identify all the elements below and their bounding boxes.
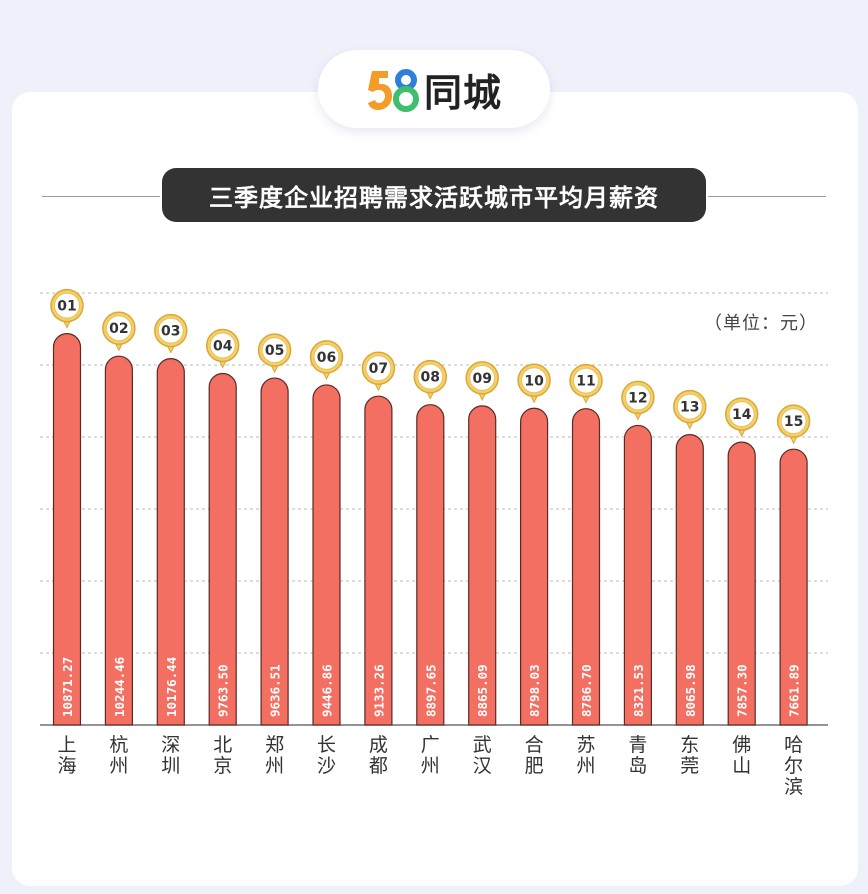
- bar: [779, 448, 808, 726]
- category-label: 深圳: [161, 734, 180, 777]
- category-label: 苏州: [576, 734, 595, 777]
- rank-label: 06: [317, 350, 336, 366]
- category-label: 哈尔滨: [784, 734, 803, 798]
- data-label: 8321.53: [631, 664, 646, 717]
- bar: [416, 404, 445, 726]
- rank-pin-inner: [157, 317, 184, 344]
- category-label: 长沙: [317, 734, 336, 777]
- data-label: 9446.86: [320, 664, 335, 717]
- rank-label: 13: [680, 400, 699, 416]
- bar: [520, 407, 549, 726]
- rank-pin-inner: [521, 367, 548, 394]
- bar: [675, 434, 704, 726]
- rank-pin-inner: [469, 364, 496, 391]
- rank-label: 01: [57, 299, 76, 315]
- rank-label: 04: [213, 339, 233, 355]
- rank-label: 07: [369, 361, 388, 377]
- bar: [208, 372, 237, 726]
- category-label: 成都: [369, 734, 388, 777]
- data-label: 8865.09: [475, 664, 490, 717]
- logo-name: 同城: [423, 70, 502, 115]
- rank-pin-inner: [417, 363, 444, 390]
- rank-pin-inner: [105, 315, 132, 342]
- bar: [571, 408, 601, 726]
- rank-label: 10: [524, 373, 544, 389]
- data-label: 8897.65: [423, 664, 438, 717]
- bar: [312, 384, 341, 726]
- data-label: 10244.46: [112, 657, 127, 717]
- data-label: 10176.44: [164, 657, 179, 717]
- bar: [156, 358, 185, 726]
- rank-pin-inner: [573, 367, 599, 394]
- bar: [52, 333, 82, 726]
- brand-logo: 同城: [318, 50, 550, 128]
- rank-pin-inner: [261, 337, 288, 364]
- data-label: 9133.26: [371, 664, 386, 717]
- rank-pin-inner: [624, 384, 651, 411]
- rank-label: 11: [576, 374, 595, 390]
- logo-58-icon: [366, 65, 420, 113]
- category-label: 杭州: [109, 734, 128, 777]
- category-label: 北京: [213, 734, 232, 777]
- data-label: 7661.89: [787, 664, 802, 717]
- rank-label: 08: [421, 370, 440, 386]
- category-label: 佛山: [732, 734, 751, 777]
- category-label: 上海: [57, 734, 76, 777]
- data-label: 9636.51: [268, 664, 283, 717]
- bar: [104, 355, 133, 726]
- rank-pin-inner: [54, 292, 80, 319]
- rank-label: 02: [109, 321, 128, 337]
- rank-label: 15: [784, 414, 803, 430]
- rank-pin-inner: [313, 343, 340, 370]
- rank-pin-inner: [209, 332, 236, 359]
- data-label: 9763.50: [216, 664, 231, 717]
- rank-label: 12: [628, 390, 647, 406]
- rank-pin-inner: [780, 408, 807, 435]
- rank-pin-inner: [676, 393, 703, 420]
- data-label: 10871.27: [60, 657, 75, 717]
- bar: [468, 405, 497, 726]
- bar: [727, 441, 756, 726]
- category-label: 合肥: [525, 734, 544, 777]
- title-divider-left: [42, 196, 160, 197]
- category-label: 青岛: [628, 734, 647, 777]
- category-label: 武汉: [473, 734, 492, 777]
- data-label: 8065.98: [683, 664, 698, 717]
- bar: [364, 395, 393, 726]
- data-label: 8798.03: [527, 664, 542, 717]
- chart-title: 三季度企业招聘需求活跃城市平均月薪资: [162, 168, 706, 222]
- category-label: 郑州: [265, 734, 284, 777]
- data-label: 7857.30: [735, 664, 750, 717]
- unit-label: （单位：元）: [704, 313, 818, 334]
- data-label: 8786.70: [579, 664, 594, 717]
- title-divider-right: [708, 196, 826, 197]
- rank-pin-inner: [728, 401, 755, 428]
- rank-label: 14: [732, 407, 752, 423]
- bar: [260, 377, 289, 726]
- category-label: 东莞: [680, 734, 699, 777]
- rank-label: 05: [265, 343, 284, 359]
- rank-label: 09: [472, 371, 491, 387]
- rank-pin-inner: [365, 355, 392, 382]
- rank-label: 03: [161, 324, 180, 340]
- category-label: 广州: [421, 734, 440, 777]
- bar: [623, 424, 652, 726]
